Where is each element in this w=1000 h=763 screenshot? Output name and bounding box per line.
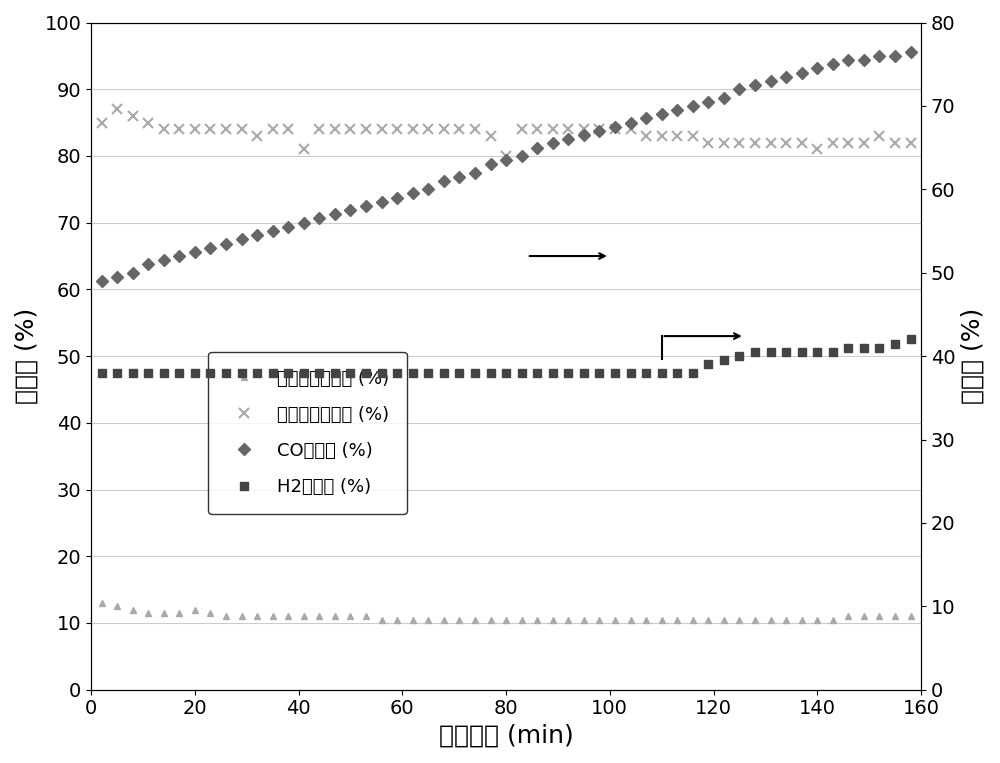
Line: 气体产物选择性 (%): 气体产物选择性 (%)	[98, 600, 914, 623]
液体产品选择性 (%)	[749, 138, 761, 147]
气体产物选择性 (%)	[827, 615, 839, 624]
气体产物选择性 (%)	[376, 615, 388, 624]
液体产品选择性 (%)	[593, 124, 605, 134]
Legend: 气体产物选择性 (%), 液体产品选择性 (%), CO转化率 (%), H2转化率 (%): 气体产物选择性 (%), 液体产品选择性 (%), CO转化率 (%), H2转…	[208, 352, 407, 514]
H2转化率 (%)	[578, 369, 590, 378]
CO转化率 (%)	[96, 276, 108, 285]
CO转化率 (%)	[905, 47, 917, 56]
CO转化率 (%)	[609, 122, 621, 131]
Y-axis label: 选择性 (%): 选择性 (%)	[15, 308, 39, 404]
气体产物选择性 (%)	[313, 612, 325, 621]
Line: H2转化率 (%): H2转化率 (%)	[97, 335, 915, 377]
H2转化率 (%)	[905, 335, 917, 344]
气体产物选择性 (%)	[733, 615, 745, 624]
气体产物选择性 (%)	[578, 615, 590, 624]
液体产品选择性 (%)	[111, 105, 123, 114]
液体产品选择性 (%)	[329, 124, 341, 134]
液体产品选择性 (%)	[656, 131, 668, 140]
H2转化率 (%)	[718, 356, 730, 365]
气体产物选择性 (%)	[593, 615, 605, 624]
CO转化率 (%)	[562, 135, 574, 144]
气体产物选择性 (%)	[625, 615, 637, 624]
液体产品选择性 (%)	[500, 151, 512, 160]
H2转化率 (%)	[811, 347, 823, 356]
液体产品选择性 (%)	[905, 138, 917, 147]
Line: 液体产品选择性 (%): 液体产品选择性 (%)	[97, 105, 915, 161]
CO转化率 (%)	[313, 214, 325, 223]
液体产品选择性 (%)	[640, 131, 652, 140]
H2转化率 (%)	[562, 369, 574, 378]
Line: CO转化率 (%): CO转化率 (%)	[97, 47, 915, 285]
CO转化率 (%)	[578, 130, 590, 140]
液体产品选择性 (%)	[609, 124, 621, 134]
气体产物选择性 (%)	[905, 612, 917, 621]
气体产物选择性 (%)	[96, 598, 108, 607]
H2转化率 (%)	[96, 369, 108, 378]
X-axis label: 反应时间 (min): 反应时间 (min)	[439, 724, 573, 748]
CO转化率 (%)	[811, 64, 823, 73]
H2转化率 (%)	[313, 369, 325, 378]
液体产品选择性 (%)	[96, 118, 108, 127]
H2转化率 (%)	[609, 369, 621, 378]
CO转化率 (%)	[718, 93, 730, 102]
Y-axis label: 转化率 (%): 转化率 (%)	[961, 308, 985, 404]
